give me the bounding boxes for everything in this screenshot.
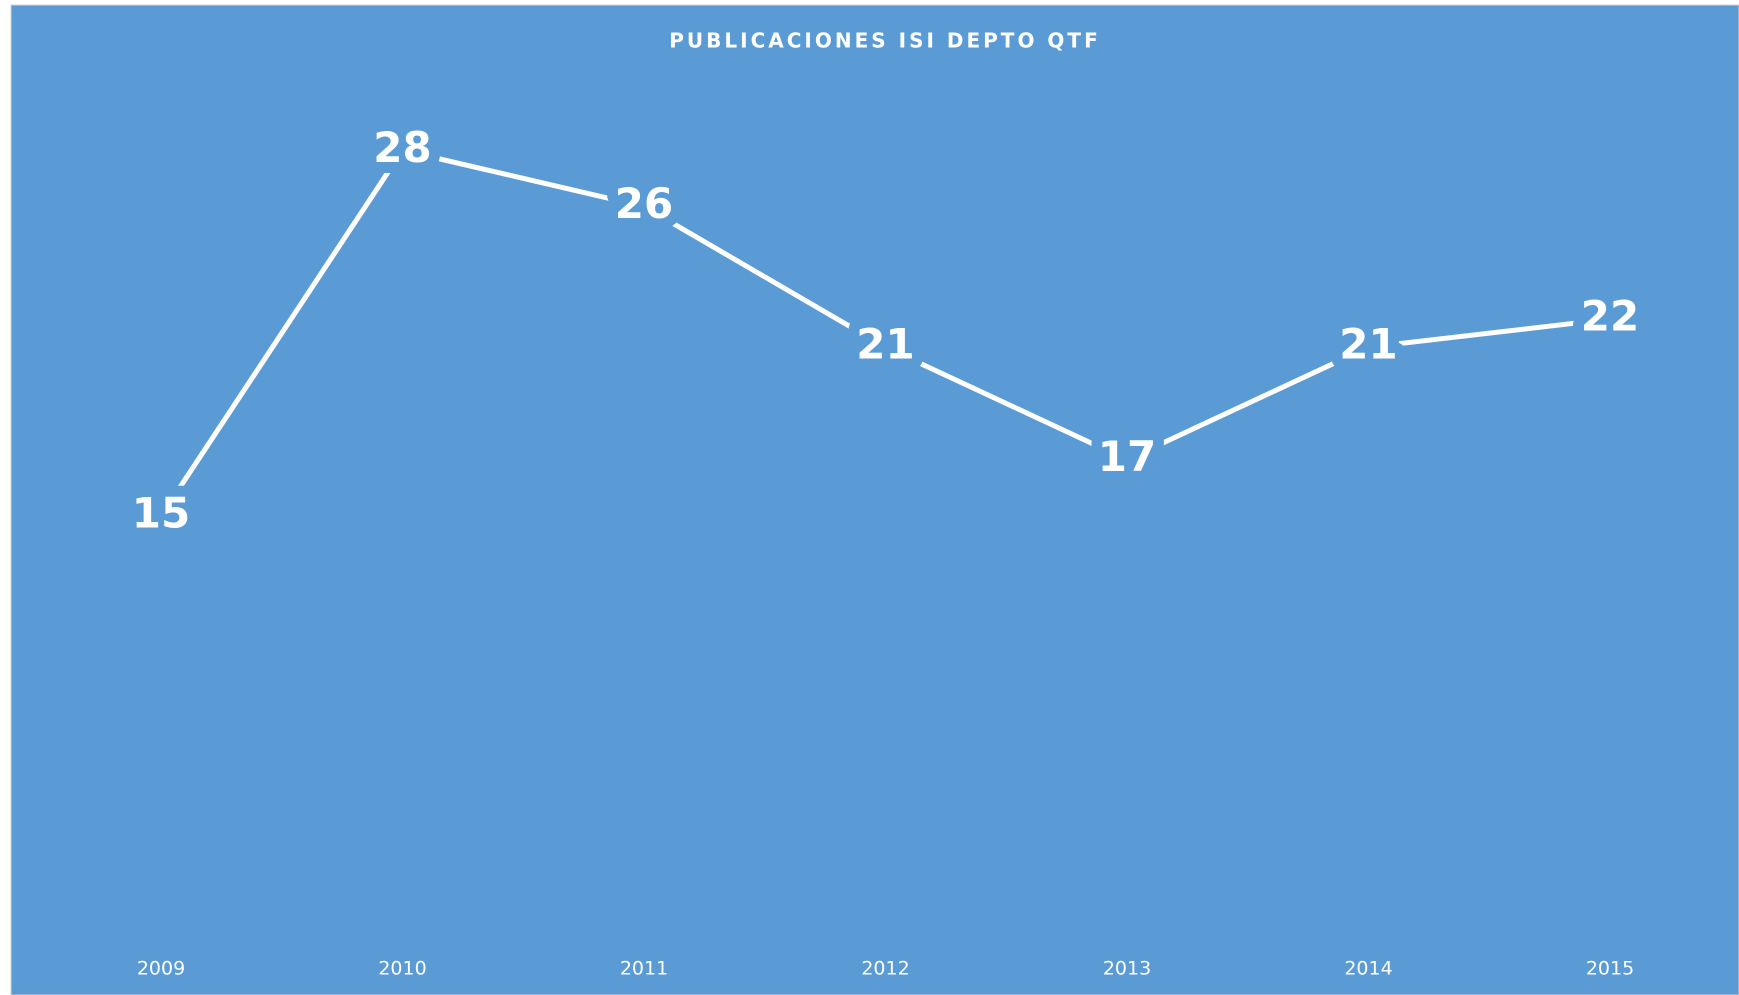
data-label: 17 bbox=[1098, 432, 1156, 481]
data-label: 15 bbox=[132, 489, 190, 538]
x-tick-label: 2010 bbox=[378, 958, 426, 980]
x-tick-label: 2012 bbox=[861, 958, 909, 980]
chart-title: PUBLICACIONES ISI DEPTO QTF bbox=[669, 29, 1100, 53]
x-tick-label: 2009 bbox=[137, 958, 185, 980]
x-tick-label: 2014 bbox=[1344, 958, 1392, 980]
data-label: 21 bbox=[1339, 320, 1397, 369]
x-tick-label: 2013 bbox=[1103, 958, 1151, 980]
data-label: 26 bbox=[615, 179, 673, 228]
x-tick-label: 2011 bbox=[620, 958, 668, 980]
data-label: 21 bbox=[856, 320, 914, 369]
chart-background bbox=[10, 4, 1739, 995]
data-line bbox=[158, 147, 1611, 518]
data-label: 28 bbox=[373, 123, 431, 172]
data-label: 22 bbox=[1581, 292, 1639, 341]
x-tick-label: 2015 bbox=[1586, 958, 1634, 980]
